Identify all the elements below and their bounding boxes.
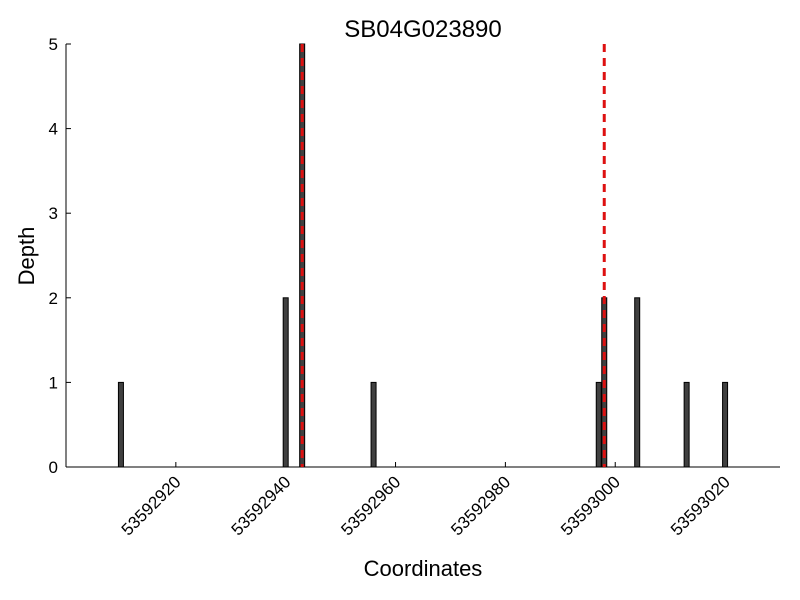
depth-bar — [634, 297, 641, 468]
y-tick-label: 3 — [49, 204, 58, 223]
depth-bar — [282, 297, 289, 468]
y-tick-label: 1 — [49, 373, 58, 392]
x-axis-label: Coordinates — [364, 556, 483, 581]
chart-title: SB04G023890 — [344, 16, 501, 43]
plot-area: 0 1 2 3 4 5 53592920 53592940 53592960 53592980 53… — [49, 35, 780, 539]
x-tick-label: 53593000 — [557, 472, 624, 539]
depth-bar — [117, 381, 124, 468]
depth-bar — [370, 381, 377, 468]
x-tick-label: 53593020 — [667, 472, 734, 539]
y-tick-label: 0 — [49, 458, 58, 477]
depth-bar — [722, 381, 729, 468]
depth-bar — [683, 381, 690, 468]
x-tick-label: 53592920 — [118, 472, 185, 539]
depth-bar — [595, 381, 602, 468]
y-axis-label: Depth — [14, 227, 39, 286]
y-tick-label: 4 — [49, 120, 58, 139]
x-tick-label: 53592980 — [447, 472, 514, 539]
y-tick-label: 5 — [49, 35, 58, 54]
x-tick-label: 53592960 — [337, 472, 404, 539]
y-tick-label: 2 — [49, 289, 58, 308]
x-tick-label: 53592940 — [228, 472, 295, 539]
